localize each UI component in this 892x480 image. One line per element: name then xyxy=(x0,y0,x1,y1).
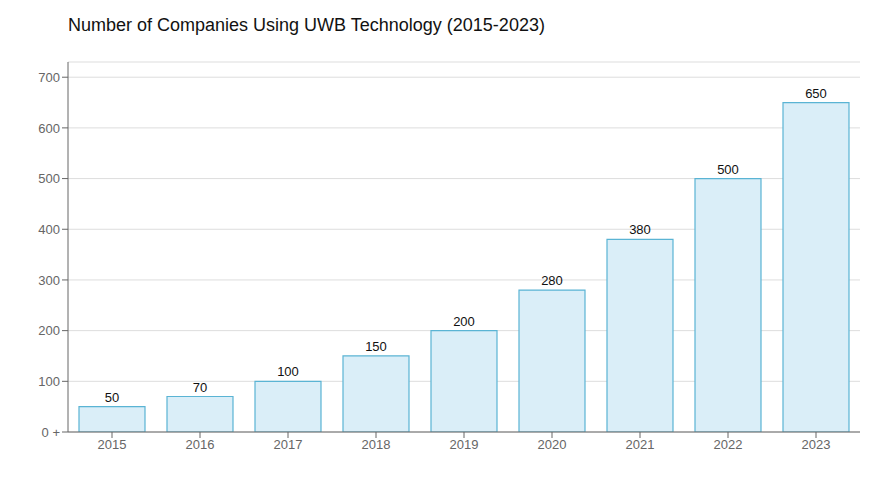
svg-text:100: 100 xyxy=(277,364,299,379)
svg-text:50: 50 xyxy=(105,390,119,405)
svg-text:2017: 2017 xyxy=(274,437,303,452)
svg-text:200: 200 xyxy=(38,323,60,338)
svg-text:380: 380 xyxy=(629,222,651,237)
svg-text:2019: 2019 xyxy=(450,437,479,452)
svg-text:100: 100 xyxy=(38,374,60,389)
svg-text:2015: 2015 xyxy=(98,437,127,452)
svg-text:2020: 2020 xyxy=(538,437,567,452)
svg-text:500: 500 xyxy=(717,162,739,177)
html-text:Number of Companies Using UWB: Number of Companies Using UWB Technology… xyxy=(68,15,545,35)
svg-text:2021: 2021 xyxy=(626,437,655,452)
svg-text:0 +: 0 + xyxy=(42,425,60,440)
svg-text:300: 300 xyxy=(38,273,60,288)
svg-text:2018: 2018 xyxy=(362,437,391,452)
svg-text:600: 600 xyxy=(38,121,60,136)
svg-text:2016: 2016 xyxy=(186,437,215,452)
svg-text:200: 200 xyxy=(453,314,475,329)
svg-text:2022: 2022 xyxy=(714,437,743,452)
svg-text:70: 70 xyxy=(193,380,207,395)
svg-text:400: 400 xyxy=(38,222,60,237)
svg-text:700: 700 xyxy=(38,70,60,85)
svg-text:150: 150 xyxy=(365,339,387,354)
svg-text:650: 650 xyxy=(805,86,827,101)
svg-text:500: 500 xyxy=(38,171,60,186)
svg-text:2023: 2023 xyxy=(802,437,831,452)
svg-text:280: 280 xyxy=(541,273,563,288)
